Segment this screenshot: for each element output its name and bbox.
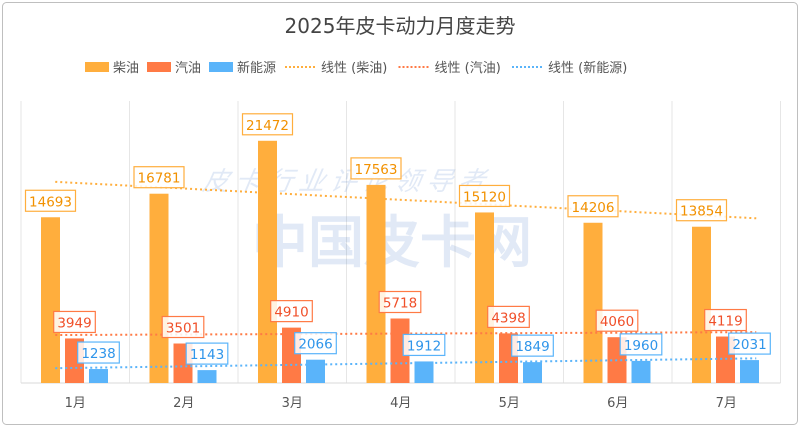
data-labels: 14693 16781 21472 17563 15120 14206 13854 3949 3… [24, 113, 771, 365]
bar-柴油-6月 [583, 222, 603, 383]
data-label-box [619, 333, 663, 356]
data-label: 2031 [732, 337, 766, 353]
data-label: 1238 [81, 346, 115, 362]
data-label: 1960 [624, 338, 658, 354]
legend-swatch [147, 62, 171, 72]
legend-label: 线性 (柴油) [321, 61, 387, 76]
bar-柴油-7月 [692, 226, 711, 383]
x-tick-label: 1月 [65, 396, 86, 411]
data-label-box [511, 334, 554, 357]
x-axis: 1月 2月 3月 4月 5月 6月 7月 [65, 396, 737, 411]
data-label-box [458, 184, 511, 208]
data-label: 4119 [708, 314, 742, 330]
data-label-box [402, 333, 446, 357]
data-label-box [53, 310, 96, 334]
data-label: 1849 [515, 339, 549, 355]
legend-label: 汽油 [175, 61, 201, 76]
data-label-box [294, 332, 337, 355]
bar-柴油-5月 [475, 212, 494, 383]
data-label-box [350, 157, 402, 180]
bar-新能源-5月 [523, 362, 542, 383]
data-label-box [487, 305, 530, 328]
data-label: 4398 [491, 310, 525, 326]
data-label-box [77, 341, 120, 364]
data-label: 14206 [572, 200, 615, 216]
data-label: 2066 [298, 337, 332, 353]
data-label: 3501 [166, 321, 200, 337]
data-label-box [270, 300, 313, 323]
legend: 柴油 汽油 新能源 线性 (柴油) 线性 (汽油) 线性 (新能源) [85, 60, 627, 76]
data-label-box [704, 308, 747, 332]
x-tick-label: 4月 [390, 396, 411, 411]
data-label-box [161, 315, 205, 339]
data-label-box [24, 189, 77, 212]
legend-label: 线性 (汽油) [435, 61, 501, 76]
data-label: 15120 [463, 189, 506, 205]
data-label: 13854 [680, 204, 723, 220]
bar-新能源-3月 [306, 359, 325, 383]
data-label: 16781 [138, 171, 181, 187]
x-tick-label: 2月 [173, 396, 194, 411]
data-label-box [241, 113, 294, 136]
x-tick-label: 6月 [607, 396, 628, 411]
data-label-box [133, 166, 185, 189]
data-label-box [378, 290, 422, 314]
x-tick-label: 5月 [499, 396, 520, 411]
x-tick-label: 3月 [282, 396, 303, 411]
bar-新能源-7月 [740, 360, 759, 383]
data-label: 4910 [274, 305, 308, 321]
legend-swatch [85, 62, 109, 72]
data-label: 5718 [383, 296, 417, 312]
watermark-slogan: 皮卡行业评论领导者 [200, 167, 493, 197]
bar-新能源-4月 [414, 361, 434, 383]
bar-柴油-2月 [149, 193, 169, 383]
bar-新能源-1月 [89, 369, 108, 383]
bar-柴油-4月 [366, 184, 386, 383]
trendline-新能源 [55, 357, 757, 370]
data-label: 1912 [407, 338, 441, 354]
legend-label: 线性 (新能源) [548, 60, 627, 76]
data-label: 17563 [355, 162, 398, 178]
bar-新能源-2月 [197, 370, 217, 383]
data-label: 1143 [190, 347, 224, 363]
data-label-box [675, 199, 728, 222]
data-label: 4060 [600, 314, 634, 330]
bar-新能源-6月 [631, 360, 651, 383]
data-label-box [728, 332, 771, 355]
legend-label: 新能源 [237, 60, 276, 76]
data-label: 3949 [57, 315, 91, 331]
data-label: 21472 [246, 118, 289, 134]
legend-swatch [209, 62, 233, 72]
data-label-box [595, 309, 639, 332]
data-label-box [567, 195, 619, 218]
data-label-box [185, 342, 229, 365]
data-label: 14693 [29, 194, 72, 210]
bar-柴油-3月 [258, 140, 277, 383]
chart-title: 2025年皮卡动力月度走势 [285, 14, 516, 38]
legend-label: 柴油 [113, 61, 139, 76]
x-tick-label: 7月 [716, 396, 737, 411]
bar-柴油-1月 [41, 217, 60, 383]
